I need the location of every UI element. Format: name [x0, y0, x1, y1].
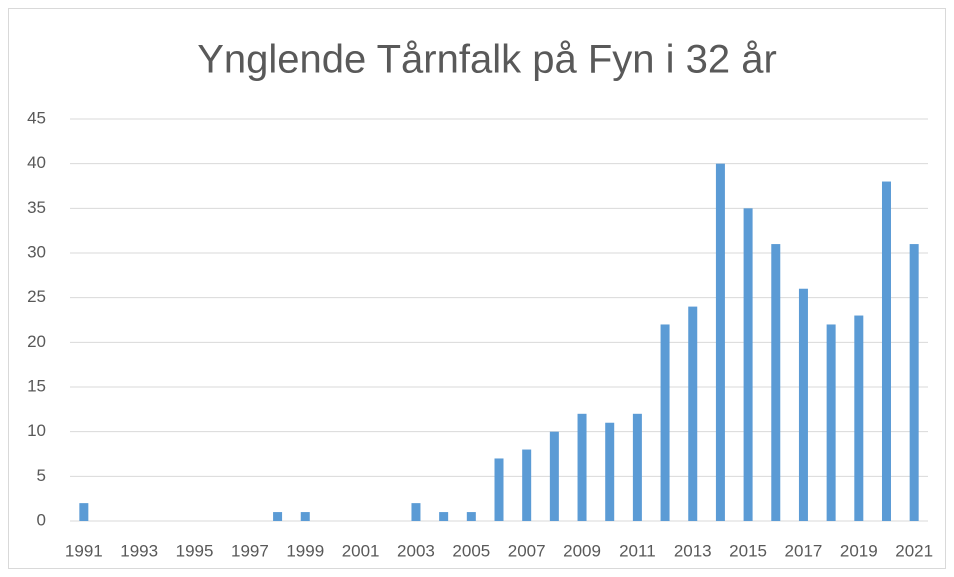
- x-tick-label: 2003: [397, 541, 435, 560]
- bar: [881, 181, 891, 522]
- y-tick-label: 35: [27, 198, 46, 217]
- bar: [466, 512, 476, 521]
- bar: [854, 315, 864, 521]
- x-tick-label: 2001: [342, 541, 380, 560]
- bar: [688, 306, 698, 521]
- x-tick-label: 1995: [176, 541, 214, 560]
- bar: [605, 422, 615, 521]
- y-tick-label: 40: [27, 153, 46, 172]
- x-tick-label: 2011: [619, 541, 656, 560]
- bar: [300, 512, 310, 521]
- y-tick-label: 0: [37, 510, 46, 529]
- bar: [909, 244, 919, 522]
- bar: [439, 512, 449, 521]
- bar: [273, 512, 283, 521]
- x-tick-label: 2015: [729, 541, 767, 560]
- bar: [715, 163, 725, 521]
- chart-title: Ynglende Tårnfalk på Fyn i 32 år: [197, 38, 777, 82]
- y-tick-label: 25: [27, 287, 46, 306]
- x-tick-label: 2005: [452, 541, 490, 560]
- bar: [632, 413, 642, 521]
- x-tick-label: 2019: [840, 541, 878, 560]
- y-tick-label: 30: [27, 242, 46, 261]
- bar: [826, 324, 836, 521]
- x-tick-label: 2017: [785, 541, 823, 560]
- y-tick-label: 45: [27, 108, 46, 127]
- y-tick-label: 15: [27, 376, 46, 395]
- chart-border: [8, 8, 946, 569]
- y-tick-label: 5: [37, 466, 46, 485]
- x-tick-label: 1999: [286, 541, 324, 560]
- bar: [743, 208, 753, 522]
- x-tick-label: 2007: [508, 541, 546, 560]
- x-tick-label: 1991: [65, 541, 103, 560]
- x-tick-label: 1993: [120, 541, 158, 560]
- x-tick-label: 2009: [563, 541, 601, 560]
- bar: [522, 449, 532, 521]
- bar: [771, 244, 781, 522]
- bar: [549, 431, 559, 521]
- x-tick-label: 2013: [674, 541, 712, 560]
- y-tick-label: 10: [27, 421, 46, 440]
- x-tick-label: 1997: [231, 541, 269, 560]
- bar: [798, 288, 808, 521]
- bar: [494, 458, 504, 521]
- bar: [660, 324, 670, 521]
- y-tick-label: 20: [27, 332, 46, 351]
- bar: [79, 503, 89, 521]
- x-tick-label: 2021: [895, 541, 933, 560]
- bar: [577, 413, 587, 521]
- bar: [411, 503, 421, 521]
